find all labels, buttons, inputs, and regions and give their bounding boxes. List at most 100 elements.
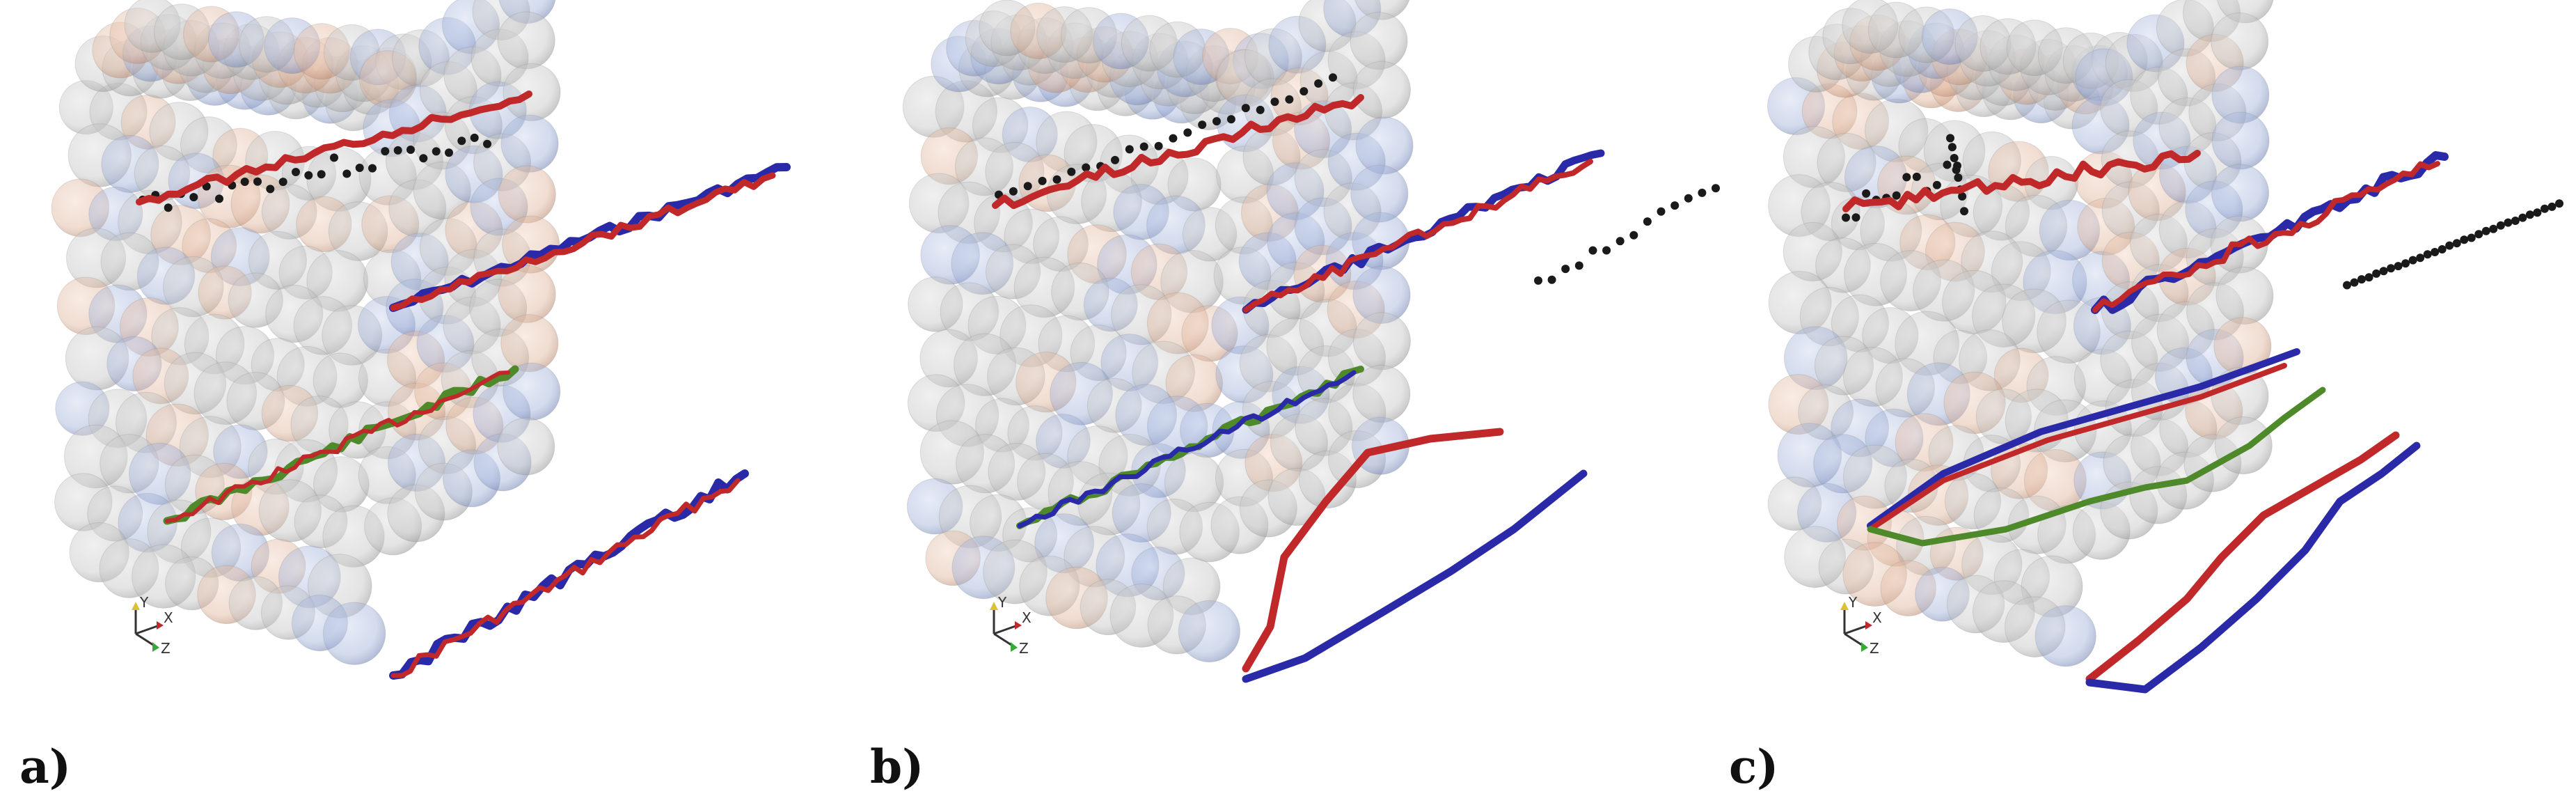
point-marker <box>2496 221 2505 230</box>
z-axis-arrow-icon <box>152 642 159 652</box>
point-marker <box>2408 256 2417 265</box>
point-marker <box>2555 199 2563 208</box>
point-marker <box>1285 95 1294 104</box>
fracture-path-green <box>1867 387 2326 547</box>
point-marker <box>1139 142 1148 151</box>
point-marker <box>1950 154 1959 162</box>
point-marker <box>2379 267 2388 276</box>
point-marker <box>189 193 198 202</box>
point-marker <box>2547 202 2557 211</box>
fracture-path-red <box>1867 363 2287 532</box>
point-marker <box>2460 235 2469 244</box>
point-marker <box>1932 180 1941 189</box>
sphere <box>322 602 386 665</box>
point-marker <box>368 164 377 173</box>
point-marker <box>2401 259 2410 268</box>
point-marker <box>470 133 479 142</box>
y-axis-label: Y <box>139 594 149 611</box>
point-marker <box>1954 173 1963 182</box>
point-marker <box>1902 173 1911 182</box>
x-axis-label: X <box>1022 609 1032 626</box>
point-marker <box>355 164 364 172</box>
sphere <box>497 11 555 70</box>
fracture-path-blue <box>2085 442 2421 694</box>
y-axis-label: Y <box>997 594 1007 611</box>
fracture-path-blue <box>1867 348 2300 529</box>
point-marker <box>2533 208 2542 217</box>
point-marker <box>1574 261 1583 270</box>
y-axis-label: Y <box>1848 594 1858 611</box>
point-marker <box>1643 217 1652 226</box>
point-marker <box>1183 128 1192 137</box>
x-axis-label: X <box>164 609 173 626</box>
point-marker <box>1602 246 1611 255</box>
fracture-paths <box>136 91 791 680</box>
point-marker <box>432 147 441 156</box>
point-marker <box>1892 191 1901 200</box>
point-marker <box>445 148 453 157</box>
point-marker <box>2474 230 2483 239</box>
sphere <box>1178 600 1241 663</box>
point-marker <box>1947 143 1957 152</box>
point-marker <box>1038 176 1047 185</box>
sphere-packing <box>902 0 1414 663</box>
fracture-path-red <box>390 172 776 311</box>
fracture-path-red <box>2085 431 2400 683</box>
axis-triad: Y X Z <box>132 594 173 657</box>
point-marker <box>1270 97 1279 107</box>
point-marker <box>1958 192 1967 201</box>
panel-a: Y X Z <box>51 0 791 680</box>
point-marker <box>1212 117 1221 126</box>
point-marker <box>278 178 287 187</box>
fracture-path-red <box>992 94 1364 210</box>
point-marker <box>483 139 491 148</box>
point-marker <box>2452 239 2461 248</box>
point-marker <box>1960 207 1968 216</box>
point-marker <box>2467 233 2476 242</box>
point-marker <box>1534 276 1542 285</box>
point-marker <box>393 146 402 155</box>
point-marker <box>215 194 223 203</box>
fracture-path-red <box>2092 161 2440 313</box>
point-marker <box>1169 134 1178 143</box>
point-marker <box>1657 207 1666 216</box>
fracture-path-red <box>1242 428 1504 673</box>
point-marker <box>2343 281 2351 290</box>
sphere <box>1352 312 1411 370</box>
x-axis-label: X <box>1872 609 1882 626</box>
point-marker <box>2511 217 2520 225</box>
point-marker <box>457 136 466 146</box>
y-axis-arrow-icon <box>1840 602 1849 610</box>
point-marker <box>1952 165 1961 174</box>
point-marker <box>1561 265 1570 274</box>
point-marker <box>1588 246 1597 255</box>
panel-label-b: b) <box>870 740 924 794</box>
point-marker <box>2481 226 2490 235</box>
point-marker <box>1615 237 1625 246</box>
point-marker <box>1851 213 1860 222</box>
point-marker <box>342 169 351 178</box>
point-marker <box>1842 213 1850 222</box>
point-marker <box>1670 201 1680 210</box>
point-marker <box>2504 218 2513 227</box>
sphere <box>2211 111 2270 170</box>
point-marker <box>292 168 300 176</box>
point-marker <box>1629 231 1638 240</box>
point-marker <box>406 146 415 154</box>
x-axis-arrow-icon <box>1865 621 1872 630</box>
sphere <box>2211 164 2270 222</box>
point-marker <box>1226 115 1235 124</box>
fracture-path-red <box>1842 150 2201 212</box>
point-marker <box>2416 253 2425 263</box>
point-marker <box>330 153 338 162</box>
fracture-path-red <box>165 370 510 523</box>
point-marker <box>1009 187 1018 196</box>
point-marker <box>1198 120 1207 130</box>
panel-label-c: c) <box>1729 740 1779 794</box>
point-marker <box>2525 210 2534 219</box>
point-marker <box>2489 224 2498 233</box>
point-marker <box>2518 213 2527 222</box>
point-marker <box>2541 204 2549 213</box>
point-marker <box>2431 248 2440 256</box>
fracture-path-red <box>136 91 532 205</box>
